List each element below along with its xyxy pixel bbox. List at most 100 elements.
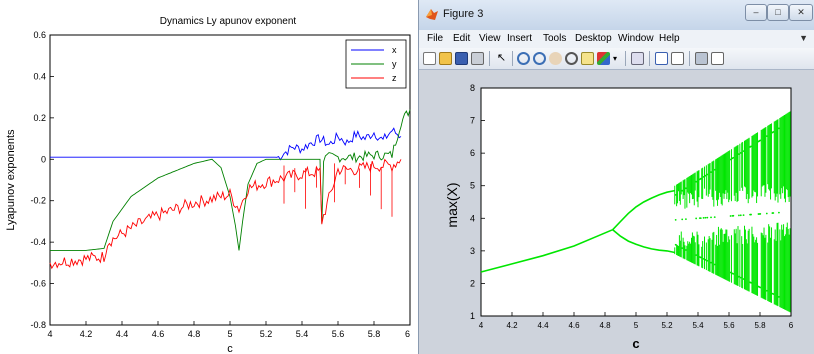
x-axis-ticks: 4 4.2 4.4 4.6 4.8 5 5.2 5.4 5.6 5.8 6 — [479, 312, 794, 330]
bifurcation-point — [685, 218, 687, 221]
y-tick-label: 8 — [470, 83, 475, 93]
y-tick-label: 7 — [470, 116, 475, 126]
x-tick-label: 4.4 — [537, 321, 549, 330]
pointer-icon[interactable]: ↖ — [496, 52, 507, 64]
y-tick-label: -0.4 — [30, 237, 46, 247]
menu-bar: File Edit View Insert Tools Desktop Wind… — [419, 30, 814, 48]
menu-tools[interactable]: Tools — [543, 33, 567, 44]
bifurcation-chart: 1 2 3 4 5 6 7 8 4 4.2 4.4 4.6 4.8 5 5.2 5.4 5.6 5.8 6 max… — [444, 83, 794, 351]
x-tick-label: 6 — [789, 321, 794, 330]
x-tick-label: 5.2 — [661, 321, 673, 330]
figure-toolbar: ↖ ▾ — [419, 48, 814, 70]
bifurcation-point — [759, 213, 762, 215]
bifurcation-point — [732, 214, 735, 217]
y-tick-label: 3 — [470, 246, 475, 256]
y-axis-ticks: 1 2 3 4 5 6 7 8 — [470, 83, 485, 321]
save-icon[interactable] — [455, 52, 468, 65]
bifurcation-point — [706, 216, 709, 219]
matlab-logo-icon — [426, 9, 438, 20]
lyapunov-chart: Dynamics Ly apunov exponent -0.8 -0.6 -0.4… — [5, 16, 411, 354]
legend-label-z: z — [392, 73, 397, 83]
close-button[interactable]: ✕ — [789, 4, 813, 21]
brush-icon[interactable] — [597, 52, 610, 65]
bifurcation-point — [704, 216, 707, 219]
show-plot-tools-icon[interactable] — [695, 52, 708, 65]
y-tick-label: 0.6 — [33, 30, 46, 40]
bifurcation-point — [750, 213, 752, 216]
window-titlebar[interactable]: Figure 3 – □ ✕ — [419, 0, 814, 30]
x-tick-label: 5 — [227, 329, 232, 339]
minimize-button[interactable]: – — [745, 4, 767, 21]
pan-icon[interactable] — [549, 52, 562, 65]
rotate-icon[interactable] — [565, 52, 578, 65]
y-tick-label: -0.2 — [30, 196, 46, 206]
bifurcation-branch — [480, 228, 614, 273]
menu-insert[interactable]: Insert — [507, 33, 533, 44]
maximize-button[interactable]: □ — [767, 4, 789, 21]
menu-edit[interactable]: Edit — [453, 33, 471, 44]
x-axis-ticks: 4 4.2 4.4 4.6 4.8 5 5.2 5.4 5.6 5.8 6 — [47, 321, 411, 339]
x-tick-label: 5.4 — [296, 329, 309, 339]
x-tick-label: 4 — [47, 329, 52, 339]
new-icon[interactable] — [423, 52, 436, 65]
legend-label-y: y — [392, 59, 397, 69]
bifurcation-point — [765, 212, 768, 215]
y-axis-label: Lyapunov exponents — [5, 129, 17, 231]
y-tick-label: 0.4 — [33, 71, 46, 81]
series-lines — [49, 109, 411, 270]
figure-canvas: 1 2 3 4 5 6 7 8 4 4.2 4.4 4.6 4.8 5 5.2 5.4 5.6 5.8 6 max… — [419, 70, 814, 354]
bifurcation-point — [742, 214, 745, 216]
bifurcation-branch — [612, 189, 675, 231]
bifurcation-point — [772, 212, 775, 214]
toolbar-separator — [625, 51, 626, 66]
y-tick-label: 5 — [470, 181, 475, 191]
x-tick-label: 4.6 — [568, 321, 580, 330]
x-tick-label: 5.8 — [754, 321, 766, 330]
bifurcation-point — [778, 211, 780, 214]
colorbar-icon[interactable] — [631, 52, 644, 65]
x-tick-label: 5.2 — [260, 329, 273, 339]
zoom-out-icon[interactable] — [533, 52, 546, 65]
toolbar-separator — [689, 51, 690, 66]
bifurcation-branch — [612, 229, 675, 254]
bifurcation-point — [710, 216, 712, 219]
y-axis-ticks: -0.8 -0.6 -0.4 -0.2 0 0.2 0.4 0.6 — [30, 30, 54, 330]
open-icon[interactable] — [439, 52, 452, 65]
hide-plot-tools-icon[interactable] — [671, 52, 684, 65]
lyapunov-plot-panel: Dynamics Ly apunov exponent -0.8 -0.6 -0.4… — [5, 16, 411, 354]
bifurcation-point — [681, 218, 684, 221]
print-icon[interactable] — [471, 52, 484, 65]
bifurcation-point — [738, 214, 740, 217]
x-tick-label: 4.2 — [80, 329, 93, 339]
y-tick-label: 6 — [470, 148, 475, 158]
menu-help[interactable]: Help — [659, 33, 680, 44]
y-tick-label: 4 — [470, 213, 475, 223]
series-line-y — [50, 109, 411, 251]
x-tick-label: 4.8 — [599, 321, 611, 330]
x-tick-label: 4.8 — [188, 329, 201, 339]
dock-figure-icon[interactable] — [711, 52, 724, 65]
bifurcation-point — [713, 216, 716, 219]
series-line-z — [49, 158, 402, 270]
data-cursor-icon[interactable] — [581, 52, 594, 65]
bifurcation-point — [699, 217, 702, 219]
x-tick-label: 5.6 — [723, 321, 735, 330]
legend: x y z — [345, 39, 407, 89]
x-tick-label: 4.4 — [116, 329, 129, 339]
window-title: Figure 3 — [443, 8, 484, 20]
legend-label-x: x — [392, 45, 397, 55]
menu-view[interactable]: View — [479, 33, 501, 44]
bifurcation-point — [739, 214, 742, 217]
x-tick-label: 4 — [479, 321, 484, 330]
menu-overflow-arrow-icon[interactable]: ▼ — [799, 33, 808, 43]
legend-icon[interactable] — [655, 52, 668, 65]
y-tick-label: 0 — [41, 154, 46, 164]
x-tick-label: 4.2 — [506, 321, 518, 330]
menu-file[interactable]: File — [427, 33, 444, 44]
y-tick-label: 2 — [470, 278, 475, 288]
link-icon[interactable]: ▾ — [613, 54, 618, 63]
x-tick-label: 5.4 — [692, 321, 704, 330]
menu-window[interactable]: Window — [618, 33, 654, 44]
zoom-in-icon[interactable] — [517, 52, 530, 65]
menu-desktop[interactable]: Desktop — [575, 33, 612, 44]
